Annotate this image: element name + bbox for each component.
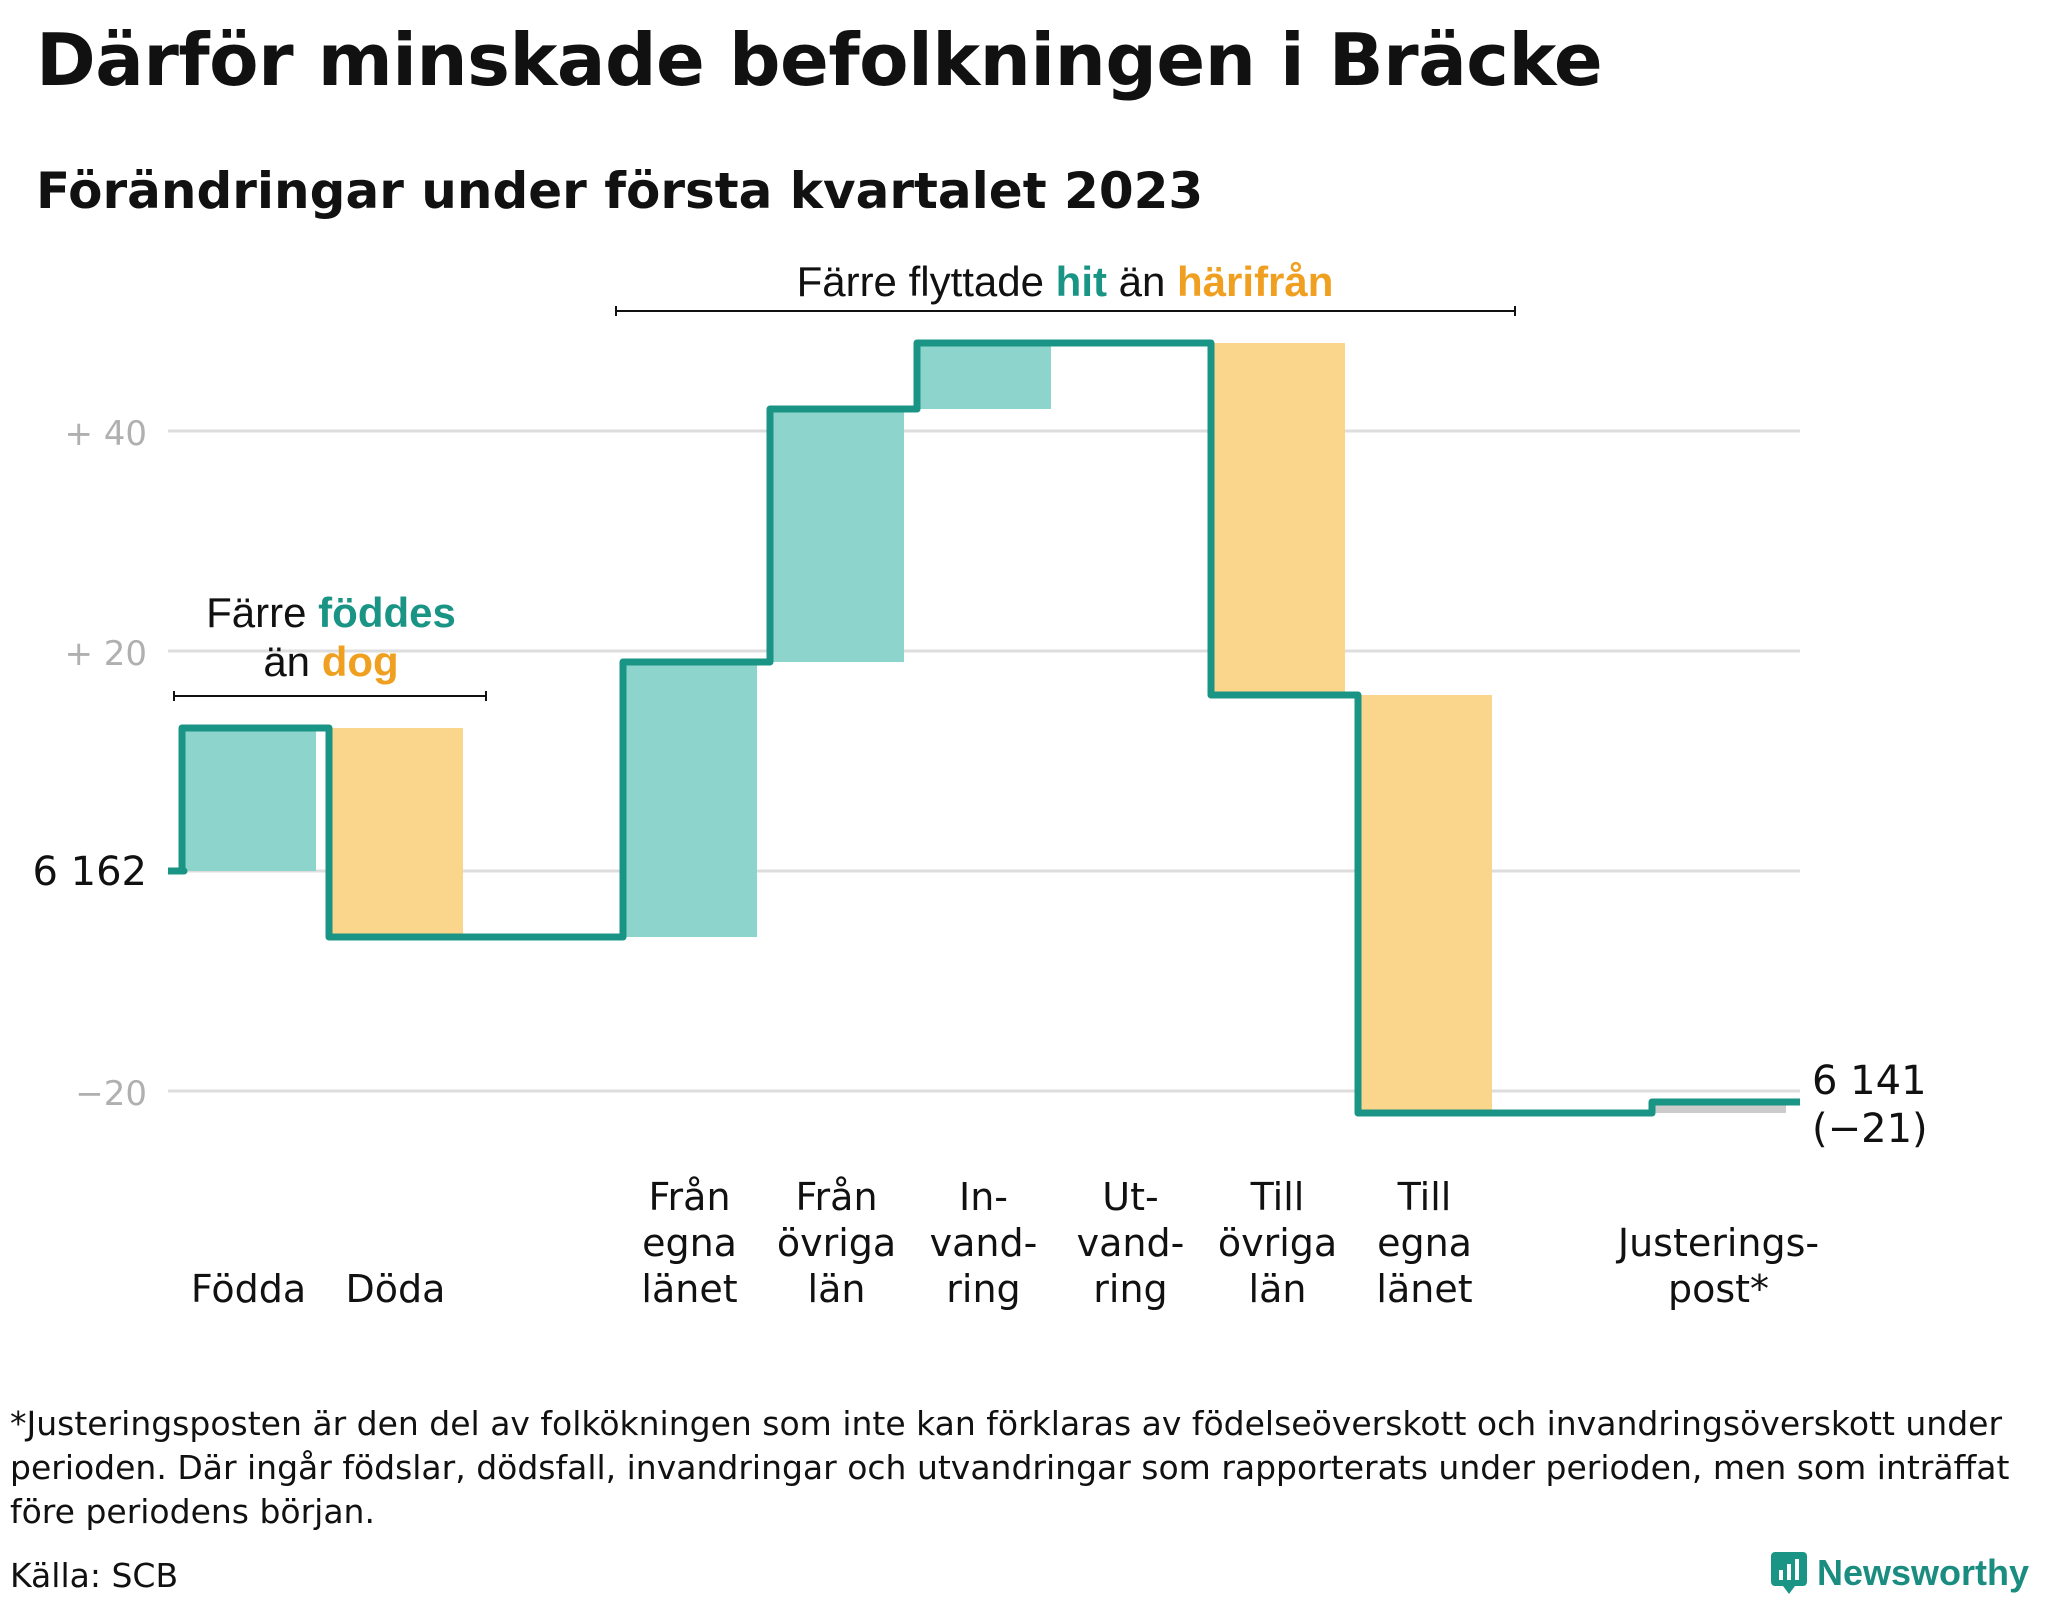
category-label: Till [1250, 1175, 1305, 1219]
category-label: Från [795, 1175, 877, 1219]
category-label: länet [1376, 1267, 1472, 1311]
category-label: ring [946, 1267, 1020, 1311]
annotation-part: än [263, 638, 321, 685]
annotation-part: härifrån [1177, 258, 1333, 305]
category-label: vand- [930, 1221, 1038, 1265]
annotation-births-line2: än dog [263, 638, 398, 685]
brand-name: Newsworthy [1817, 1552, 2030, 1593]
bars [182, 343, 1786, 1113]
bar-decrease [1211, 343, 1345, 695]
category-label: Till [1397, 1175, 1452, 1219]
bar-decrease [329, 728, 463, 937]
end-change-label: (−21) [1812, 1106, 1928, 1152]
births-bracket [173, 691, 487, 701]
brand-logo: Newsworthy [1769, 1550, 2029, 1596]
annotation-births-line1: Färre föddes [206, 589, 456, 636]
category-label: post* [1668, 1267, 1769, 1311]
annotation-part: Färre [206, 589, 318, 636]
annotation-part: hit [1056, 258, 1107, 305]
annotation-part: Färre flyttade [797, 258, 1056, 305]
category-label: Justerings- [1616, 1221, 1819, 1265]
category-label: egna [1377, 1221, 1472, 1265]
cumulative-step-line [168, 339, 1800, 1117]
category-label: övriga [777, 1221, 896, 1265]
annotation-part: dog [322, 638, 399, 685]
chart-title: Därför minskade befolkningen i Bräcke [36, 18, 1603, 102]
y-tick-label: + 20 [64, 634, 147, 674]
category-label: egna [642, 1221, 737, 1265]
annotation-part: föddes [318, 589, 456, 636]
footnote: *Justeringsposten är den del av folkökni… [10, 1404, 2010, 1531]
bar-increase [770, 409, 904, 662]
category-label: övriga [1218, 1221, 1337, 1265]
migration-bracket [615, 306, 1516, 316]
bar-increase [917, 343, 1051, 409]
category-label: län [1249, 1267, 1307, 1311]
newsworthy-logo-icon [1771, 1552, 1807, 1594]
category-label: Döda [346, 1267, 446, 1311]
bar-adjustment [1652, 1102, 1786, 1113]
chart-subtitle: Förändringar under första kvartalet 2023 [36, 162, 1204, 220]
annotation-part: än [1107, 258, 1177, 305]
category-label: vand- [1077, 1221, 1185, 1265]
annotation-migration: Färre flyttade hit än härifrån [797, 258, 1334, 305]
y-tick-label: −20 [75, 1074, 147, 1114]
bar-increase [182, 728, 316, 871]
category-label: länet [641, 1267, 737, 1311]
start-value-label: 6 162 [32, 849, 147, 895]
category-label: In- [959, 1175, 1008, 1219]
y-tick-label: + 40 [64, 414, 147, 454]
bar-increase [623, 662, 757, 937]
source-note: Källa: SCB [10, 1556, 179, 1595]
category-label: Från [648, 1175, 730, 1219]
category-label: Födda [191, 1267, 306, 1311]
category-label: län [808, 1267, 866, 1311]
category-label: Ut- [1102, 1175, 1158, 1219]
category-label: ring [1093, 1267, 1167, 1311]
bar-decrease [1358, 695, 1492, 1113]
cumulative-line [168, 339, 1800, 1117]
end-value-label: 6 141 [1812, 1058, 1927, 1104]
grid-lines [168, 429, 1800, 1093]
